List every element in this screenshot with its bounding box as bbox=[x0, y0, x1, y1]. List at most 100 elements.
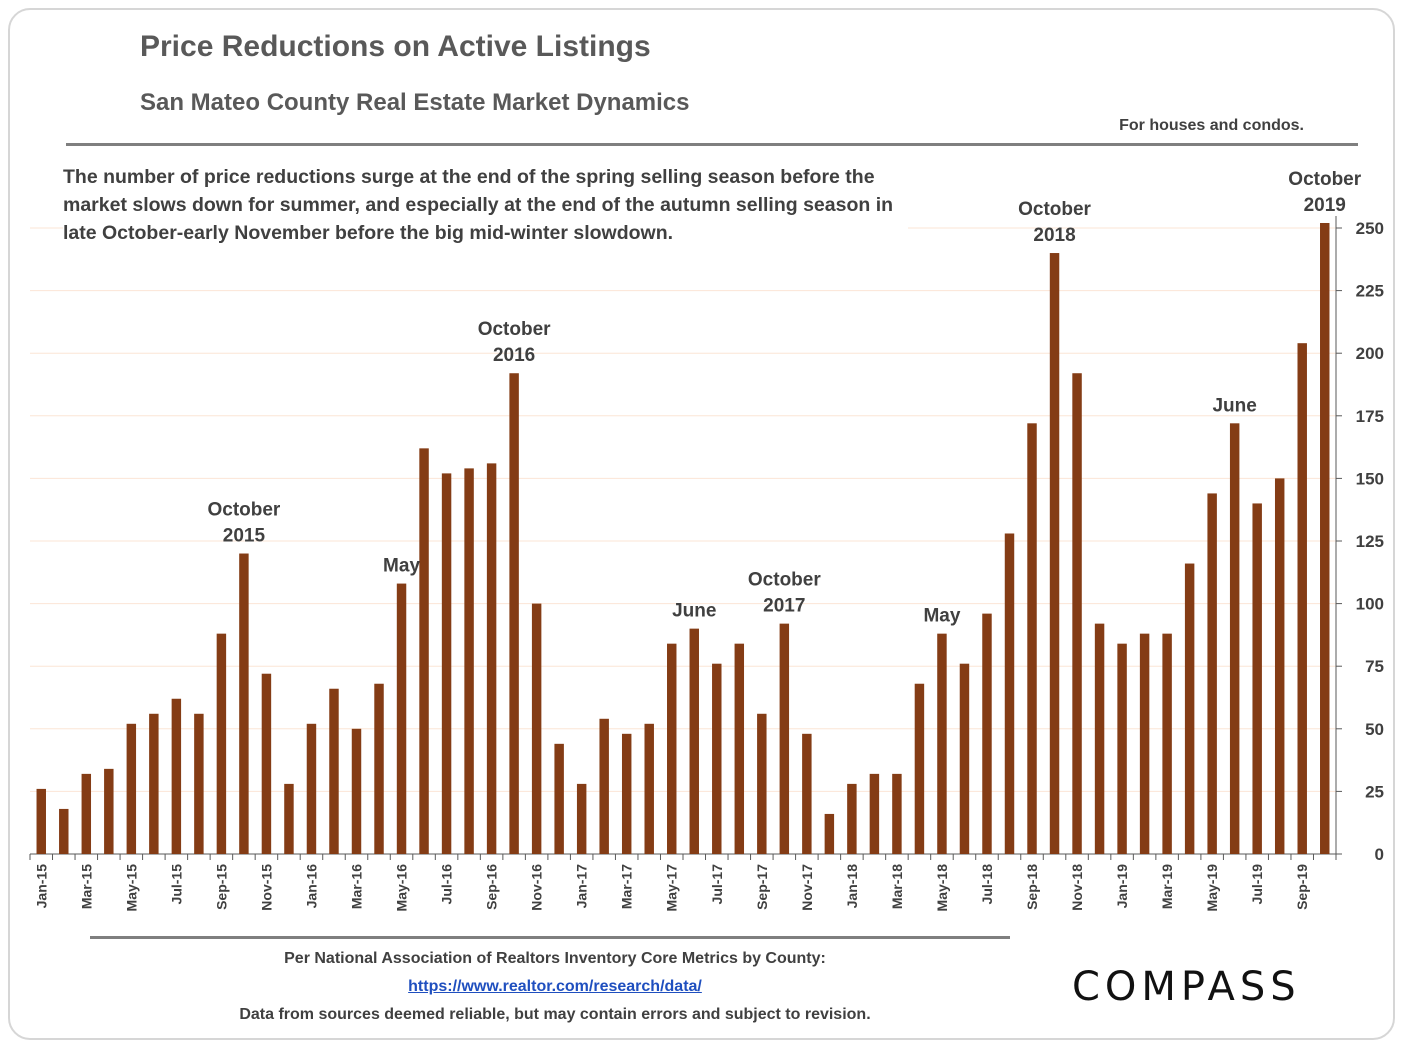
bar bbox=[599, 718, 609, 854]
x-tick-label: Jul-15 bbox=[168, 864, 184, 905]
bar bbox=[554, 743, 564, 854]
x-tick-label: May-19 bbox=[1204, 864, 1220, 912]
bar bbox=[1252, 503, 1262, 854]
bar bbox=[1004, 533, 1015, 854]
y-tick-label: 75 bbox=[1365, 657, 1384, 676]
annotation-label: May bbox=[383, 556, 420, 577]
x-tick-label: Jan-17 bbox=[574, 864, 590, 909]
compass-logo: COMPASS bbox=[1072, 964, 1301, 1010]
bar bbox=[194, 713, 204, 854]
annotation-label: 2019 bbox=[1304, 195, 1346, 216]
annotation-label: June bbox=[672, 601, 716, 622]
x-tick-label: Nov-15 bbox=[258, 864, 274, 911]
bar bbox=[982, 613, 992, 854]
annotation-label: October bbox=[748, 570, 821, 591]
annotation-label: June bbox=[1212, 395, 1256, 416]
bar bbox=[464, 468, 474, 854]
disclaimer: Data from sources deemed reliable, but m… bbox=[239, 1006, 871, 1023]
y-tick-label: 150 bbox=[1356, 469, 1384, 488]
x-tick-label: May-18 bbox=[934, 864, 950, 912]
x-tick-label: Jan-18 bbox=[844, 864, 860, 909]
bar bbox=[1162, 633, 1172, 854]
x-tick-label: Jan-16 bbox=[303, 864, 319, 909]
x-tick-label: May-15 bbox=[123, 864, 139, 912]
annotation-label: 2016 bbox=[493, 345, 535, 366]
x-tick-label: Nov-16 bbox=[529, 864, 545, 911]
bar bbox=[1049, 253, 1060, 855]
source-link[interactable]: https://www.realtor.com/research/data/ bbox=[408, 978, 702, 995]
bar bbox=[712, 663, 722, 854]
bar bbox=[937, 633, 947, 854]
x-tick-label: Jul-19 bbox=[1249, 864, 1265, 905]
bar bbox=[869, 773, 880, 854]
bar bbox=[171, 698, 182, 854]
x-tick-label: Jul-16 bbox=[439, 864, 455, 905]
annotation-label: October bbox=[207, 500, 280, 521]
bar bbox=[847, 783, 857, 854]
x-tick-label: May-17 bbox=[664, 864, 680, 912]
y-tick-label: 125 bbox=[1356, 532, 1384, 551]
bar bbox=[1229, 423, 1240, 854]
annotation-label: 2015 bbox=[223, 526, 266, 547]
bar bbox=[892, 773, 902, 854]
bar bbox=[486, 463, 497, 854]
bar-chart: 0 25 50 75 100 125 150 175 200 225 250 Jan-15 Mar-15… bbox=[29, 169, 1384, 912]
bar bbox=[1184, 563, 1195, 854]
x-tick-label: Mar-17 bbox=[619, 864, 635, 909]
annotation-label: October bbox=[1288, 169, 1361, 190]
source-line: Per National Association of Realtors Inv… bbox=[284, 950, 826, 967]
bar bbox=[284, 783, 294, 854]
bar bbox=[59, 808, 69, 854]
bar bbox=[261, 673, 272, 854]
x-tick-label: May-16 bbox=[394, 864, 410, 912]
chart-subtitle: San Mateo County Real Estate Market Dyna… bbox=[140, 89, 690, 116]
annotation-label: May bbox=[923, 606, 960, 627]
y-tick-label: 25 bbox=[1365, 782, 1384, 801]
x-tick-label: Mar-19 bbox=[1159, 864, 1175, 909]
bar bbox=[644, 723, 654, 854]
x-tick-label: Nov-17 bbox=[799, 864, 815, 911]
x-tick-label: Mar-15 bbox=[78, 864, 94, 909]
bar bbox=[1117, 643, 1127, 854]
bar bbox=[802, 733, 812, 854]
x-tick-label: Sep-18 bbox=[1024, 864, 1040, 910]
bar bbox=[959, 663, 970, 854]
annotation-label: October bbox=[478, 319, 551, 340]
y-tick-label: 200 bbox=[1356, 344, 1384, 363]
bar bbox=[104, 768, 114, 854]
bar bbox=[779, 623, 790, 854]
x-tick-label: Sep-16 bbox=[484, 864, 500, 910]
bar bbox=[81, 773, 92, 854]
x-tick-label: Sep-17 bbox=[754, 864, 770, 910]
bar bbox=[914, 683, 925, 854]
y-tick-label: 250 bbox=[1356, 219, 1384, 238]
annotation-label: October bbox=[1018, 199, 1091, 220]
bar bbox=[306, 723, 317, 854]
x-tick-label: Mar-16 bbox=[349, 864, 365, 909]
bar bbox=[1072, 373, 1082, 854]
x-tick-label: Jan-15 bbox=[33, 864, 49, 909]
bar bbox=[1139, 633, 1150, 854]
bar bbox=[149, 713, 159, 854]
bar bbox=[396, 583, 407, 854]
bar bbox=[734, 643, 745, 854]
bar bbox=[1027, 423, 1037, 854]
y-tick-label: 225 bbox=[1356, 282, 1384, 301]
annotation-label: 2017 bbox=[763, 596, 805, 617]
bar bbox=[576, 783, 587, 854]
bar bbox=[441, 473, 452, 854]
source-link-wrapper: https://www.realtor.com/research/data/ bbox=[150, 978, 960, 996]
x-tick-label: Sep-15 bbox=[213, 864, 229, 910]
axes: 0 25 50 75 100 125 150 175 200 225 250 Jan-15 Mar-15… bbox=[29, 216, 1384, 912]
chart-description: The number of price reductions surge at … bbox=[63, 163, 908, 247]
annotation-label: 2018 bbox=[1033, 225, 1075, 246]
y-tick-label: 50 bbox=[1365, 720, 1384, 739]
y-tick-label: 0 bbox=[1375, 845, 1384, 864]
x-tick-label: Jul-18 bbox=[979, 864, 995, 905]
bar bbox=[1320, 222, 1330, 854]
scope-note: For houses and condos. bbox=[1119, 117, 1304, 134]
bars bbox=[36, 222, 1330, 855]
footer-divider bbox=[90, 936, 1010, 939]
bar bbox=[1274, 478, 1285, 854]
bar bbox=[126, 723, 137, 854]
